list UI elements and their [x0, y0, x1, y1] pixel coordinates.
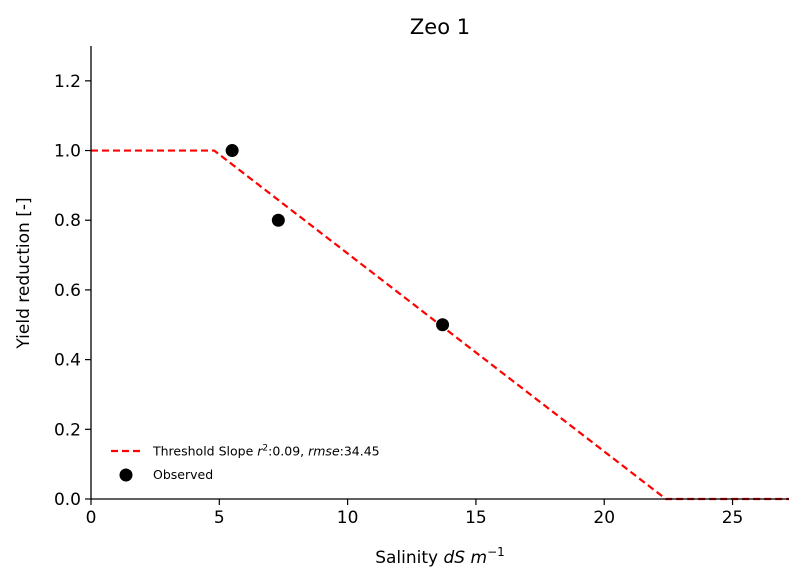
legend-line-name: Threshold Slope	[152, 444, 257, 459]
legend-line-label: Threshold Slope r2:0.09, rmse:34.45	[152, 444, 380, 459]
observed-point	[226, 144, 239, 157]
legend-rmse-value: :34.45	[340, 444, 380, 459]
x-tick-label: 10	[337, 508, 359, 528]
x-tick-label: 15	[465, 508, 487, 528]
y-tick-label: 0.8	[54, 211, 81, 231]
legend-r2-value: :0.09,	[268, 444, 308, 459]
legend: Threshold Slope r2:0.09, rmse:34.45 Obse…	[111, 444, 380, 483]
legend-scatter-label: Observed	[153, 467, 213, 482]
observed-point	[272, 214, 285, 227]
legend-rmse-symbol: rmse	[308, 444, 340, 459]
y-tick-label: 1.2	[54, 72, 81, 92]
observed-point	[436, 318, 449, 331]
x-axis-label-prefix: Salinity	[375, 548, 443, 568]
y-tick-label: 0.0	[54, 490, 81, 510]
y-axis-label: Yield reduction [-]	[14, 197, 34, 349]
y-tick-label: 0.4	[54, 351, 81, 371]
y-tick-label: 1.0	[54, 142, 81, 162]
x-tick-label: 5	[214, 508, 225, 528]
x-axis-label-unit: dS m	[444, 548, 488, 568]
chart-title: Zeo 1	[410, 15, 470, 39]
x-axis-label-exponent: −1	[487, 545, 505, 559]
x-tick-label: 25	[722, 508, 744, 528]
axis-ticks: 0 5 10 15 20 25 0.0 0.2 0.4 0.6 0.8 1.0 1.2	[54, 72, 743, 528]
y-tick-label: 0.2	[54, 420, 81, 440]
x-tick-label: 0	[86, 508, 97, 528]
y-tick-label: 0.6	[54, 281, 81, 301]
x-axis-label: Salinity dS m−1	[375, 545, 505, 568]
x-tick-label: 20	[593, 508, 615, 528]
legend-scatter-swatch	[120, 469, 133, 482]
